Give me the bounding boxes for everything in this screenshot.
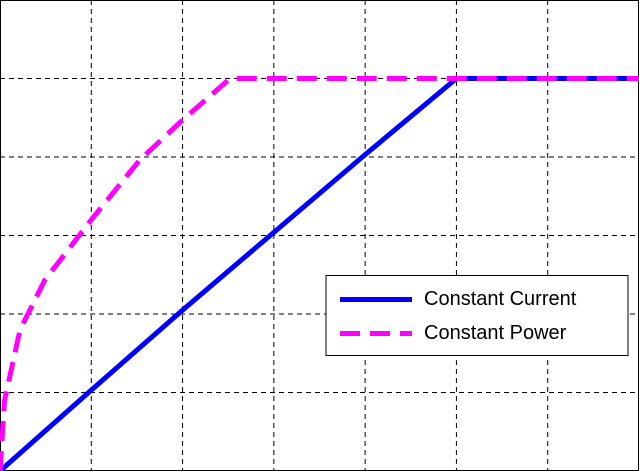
legend-box [325,275,629,356]
legend-label: Constant Current [424,288,577,310]
legend-label: Constant Power [424,322,567,344]
data-line [0,76,639,471]
